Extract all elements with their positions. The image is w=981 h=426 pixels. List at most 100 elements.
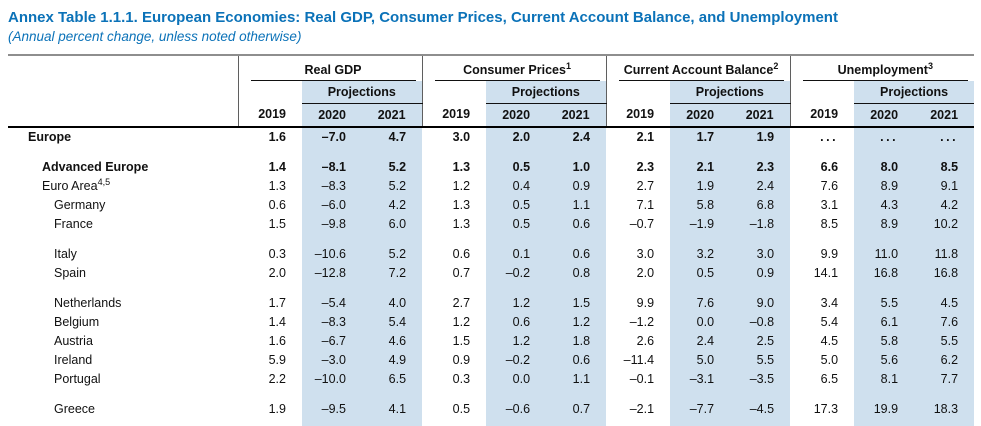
value-cell: 3.0 [730,244,791,264]
value-cell: 7.6 [914,312,975,332]
value-cell: 2.0 [486,126,547,147]
economy-name: Belgium [54,315,100,330]
value-cell: 5.0 [670,350,731,370]
spacer-cell [422,419,486,426]
spacer-cell [606,147,670,158]
spacer-cell [730,146,791,158]
economy-name: Austria [54,334,93,349]
spacer-cell [486,146,547,158]
spacer-cell [362,388,423,400]
value-cell: 0.3 [452,372,471,387]
value-cell: 11.8 [914,244,975,264]
value-cell: 8.9 [854,214,915,234]
value-cell: –8.1 [302,157,362,177]
spacer-cell [914,418,975,426]
spacer-cell [8,283,238,294]
value-cell: 7.6 [820,179,839,194]
row-label: Italy [8,245,238,264]
value-cell: –6.7 [302,331,362,351]
value-cell: 17.3 [813,402,839,417]
value-cell: 8.5 [914,157,975,177]
table-row: France 1.5 –9.8 6.0 1.3 0.5 0.6 –0.7 –1.9 –1.8 8.5… [8,214,975,234]
year-header: 2021 [546,103,607,128]
row-label: Austria [8,332,238,351]
value-cell: 2.4 [670,331,731,351]
projections-header: Projections [486,80,607,104]
value-cell: ... [854,126,915,147]
value-cell: 3.4 [820,296,839,311]
value-cell: 0.8 [546,263,607,283]
value-cell: 4.6 [362,331,423,351]
column-group-real-gdp: Real GDP [237,53,423,81]
value-cell: 1.3 [452,217,471,232]
value-cell: –4.5 [730,399,791,419]
value-cell: 18.3 [914,399,975,419]
value-cell: 0.7 [546,399,607,419]
value-cell: 1.1 [546,369,607,389]
value-cell: 1.3 [452,198,471,213]
spacer-cell [606,283,670,294]
value-cell: 1.5 [268,217,286,232]
table-row: Portugal 2.2 –10.0 6.5 0.3 0.0 1.1 –0.1 –3.1 –3.5… [8,369,975,389]
spacer-cell [546,282,607,294]
spacer-cell [362,233,423,245]
value-cell: 16.8 [854,263,915,283]
value-cell: 1.9 [730,126,791,147]
value-cell: ... [914,126,975,147]
column-group-unemployment: Unemployment3 [789,53,975,81]
value-cell: 8.0 [854,157,915,177]
value-cell: –0.2 [486,350,547,370]
year-header: 2019 [237,103,302,128]
year-header: 2020 [486,103,547,128]
economies-table: Real GDP Consumer Prices1 Current Accoun… [8,53,975,426]
value-cell: 4.0 [362,293,423,313]
value-cell: –6.0 [302,195,362,215]
spacer-cell [854,233,915,245]
value-cell: 16.8 [914,263,975,283]
value-cell: 1.2 [452,315,471,330]
value-cell: 7.1 [636,198,655,213]
economy-name: Italy [54,247,77,262]
empty-cell [8,81,238,104]
value-cell: 0.1 [486,244,547,264]
year-header: 2019 [421,103,487,128]
value-cell: –0.1 [629,372,655,387]
group-label: Consumer Prices [463,62,566,77]
value-cell: 7.7 [914,369,975,389]
table-row: Italy 0.3 –10.6 5.2 0.6 0.1 0.6 3.0 3.2 3.0 9.9 11.… [8,244,975,264]
spacer-cell [606,419,670,426]
value-cell: 4.9 [362,350,423,370]
value-cell: –9.8 [302,214,362,234]
spacer-cell [238,389,302,400]
year-header: 2020 [854,103,915,128]
value-cell: 6.5 [362,369,423,389]
value-cell: 5.2 [362,176,423,196]
value-cell: 1.6 [268,334,286,349]
value-cell: 3.0 [636,247,655,262]
value-cell: 9.1 [914,176,975,196]
group-header-row: Real GDP Consumer Prices1 Current Accoun… [8,53,975,81]
page-subtitle: (Annual percent change, unless noted oth… [8,28,302,44]
value-cell: 1.4 [268,160,286,175]
spacer-cell [670,233,731,245]
economy-name: Portugal [54,372,101,387]
value-cell: 6.8 [730,195,791,215]
value-cell: 1.4 [268,315,286,330]
spacer-cell [854,418,915,426]
economy-name: Spain [54,266,86,281]
value-cell: 3.1 [820,198,839,213]
value-cell: –8.3 [302,176,362,196]
spacer-cell [486,282,547,294]
value-cell: 5.0 [820,353,839,368]
spacer-cell [362,282,423,294]
value-cell: 0.6 [546,244,607,264]
spacer-cell [730,388,791,400]
spacer-cell [854,388,915,400]
value-cell: 1.3 [452,160,471,175]
value-cell: 5.2 [362,157,423,177]
value-cell: 1.5 [452,334,471,349]
row-label: Ireland [8,351,238,370]
spacer-cell [486,233,547,245]
value-cell: 1.2 [452,179,471,194]
